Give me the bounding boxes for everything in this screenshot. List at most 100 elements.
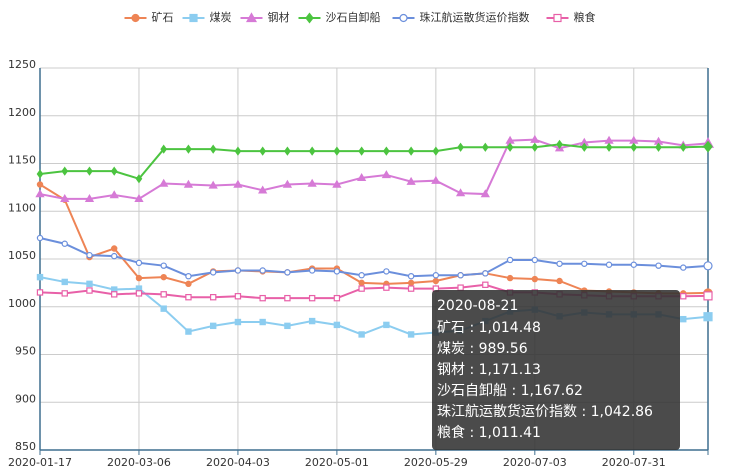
series <box>36 139 713 184</box>
x-tick-label: 2020-03-06 <box>107 456 171 469</box>
marker <box>86 251 93 259</box>
marker <box>109 190 119 199</box>
marker <box>332 179 342 188</box>
marker <box>605 261 613 268</box>
marker <box>432 272 440 279</box>
marker <box>259 294 266 302</box>
marker <box>284 269 291 276</box>
marker <box>160 262 167 269</box>
marker <box>358 272 365 279</box>
marker <box>655 262 662 269</box>
x-tick-label: 2020-07-31 <box>602 456 666 469</box>
marker <box>630 142 638 152</box>
marker <box>284 322 291 330</box>
marker <box>556 260 563 267</box>
y-tick-label: 1050 <box>8 249 36 262</box>
marker <box>84 194 95 203</box>
series-line <box>39 138 709 200</box>
tooltip-title: 2020-08-21 <box>437 298 518 314</box>
marker <box>259 318 266 326</box>
marker <box>135 274 143 282</box>
marker <box>383 146 390 156</box>
marker <box>61 278 68 286</box>
marker <box>457 284 464 291</box>
marker <box>259 267 266 274</box>
marker <box>506 142 514 152</box>
x-tick-label: 2020-04-03 <box>206 456 270 469</box>
marker <box>209 269 217 276</box>
marker <box>333 146 341 156</box>
y-tick-label: 1000 <box>8 297 36 310</box>
marker <box>36 234 44 242</box>
x-tick-label: 2020-05-29 <box>404 456 468 469</box>
marker <box>679 142 687 152</box>
marker <box>189 13 198 23</box>
tooltip-name: 矿石 <box>437 320 465 336</box>
tooltip-name: 珠江航运散货运价指数 <box>437 403 577 420</box>
marker <box>134 194 144 203</box>
marker <box>308 294 316 302</box>
marker <box>703 312 713 322</box>
marker <box>234 318 242 326</box>
marker <box>60 194 70 203</box>
marker <box>160 273 167 281</box>
separator: : <box>507 383 521 399</box>
marker <box>234 267 242 274</box>
marker <box>553 13 562 23</box>
marker <box>333 268 341 275</box>
marker <box>358 285 365 292</box>
marker <box>135 174 143 184</box>
marker <box>680 293 687 300</box>
tooltip-row: 沙石自卸船 : 1,167.62 <box>437 383 583 399</box>
separator: : <box>465 320 479 336</box>
marker <box>234 146 242 156</box>
y-tick-label: 1100 <box>8 201 36 214</box>
marker <box>208 180 218 189</box>
marker <box>383 268 390 275</box>
marker <box>282 179 293 188</box>
marker <box>431 175 441 184</box>
marker <box>160 305 167 312</box>
marker <box>482 281 489 288</box>
separator: : <box>465 425 479 441</box>
marker <box>358 146 365 156</box>
tooltip-value: 1,171.13 <box>479 362 541 378</box>
marker <box>556 139 563 150</box>
marker <box>506 256 514 264</box>
marker <box>305 12 314 24</box>
y-tick-label: 850 <box>15 440 36 453</box>
marker <box>111 245 118 252</box>
separator: : <box>577 404 591 420</box>
marker <box>36 289 44 296</box>
marker <box>407 331 415 338</box>
marker <box>407 285 415 292</box>
marker <box>86 287 93 294</box>
series <box>36 234 713 280</box>
y-tick-label: 1200 <box>8 106 36 119</box>
tooltip-name: 沙石自卸船 <box>437 383 507 399</box>
marker <box>531 142 539 152</box>
marker <box>581 260 588 267</box>
marker <box>605 142 613 152</box>
legend-label: 沙石自卸船 <box>326 10 381 24</box>
marker <box>259 146 267 156</box>
marker <box>482 270 489 277</box>
marker <box>383 284 390 291</box>
marker <box>630 261 637 268</box>
marker <box>356 173 367 182</box>
marker <box>111 252 118 260</box>
separator: : <box>465 362 479 378</box>
marker <box>185 280 192 288</box>
marker <box>61 240 68 247</box>
marker <box>703 291 713 301</box>
marker <box>703 261 713 271</box>
tooltip-row: 矿石 : 1,014.48 <box>437 320 541 336</box>
separator: : <box>465 341 479 357</box>
tooltip-name: 煤炭 <box>437 341 465 357</box>
marker <box>358 331 365 338</box>
marker <box>185 294 192 301</box>
series-line <box>39 143 709 180</box>
marker <box>185 272 192 280</box>
marker <box>457 142 464 152</box>
marker <box>234 293 242 300</box>
